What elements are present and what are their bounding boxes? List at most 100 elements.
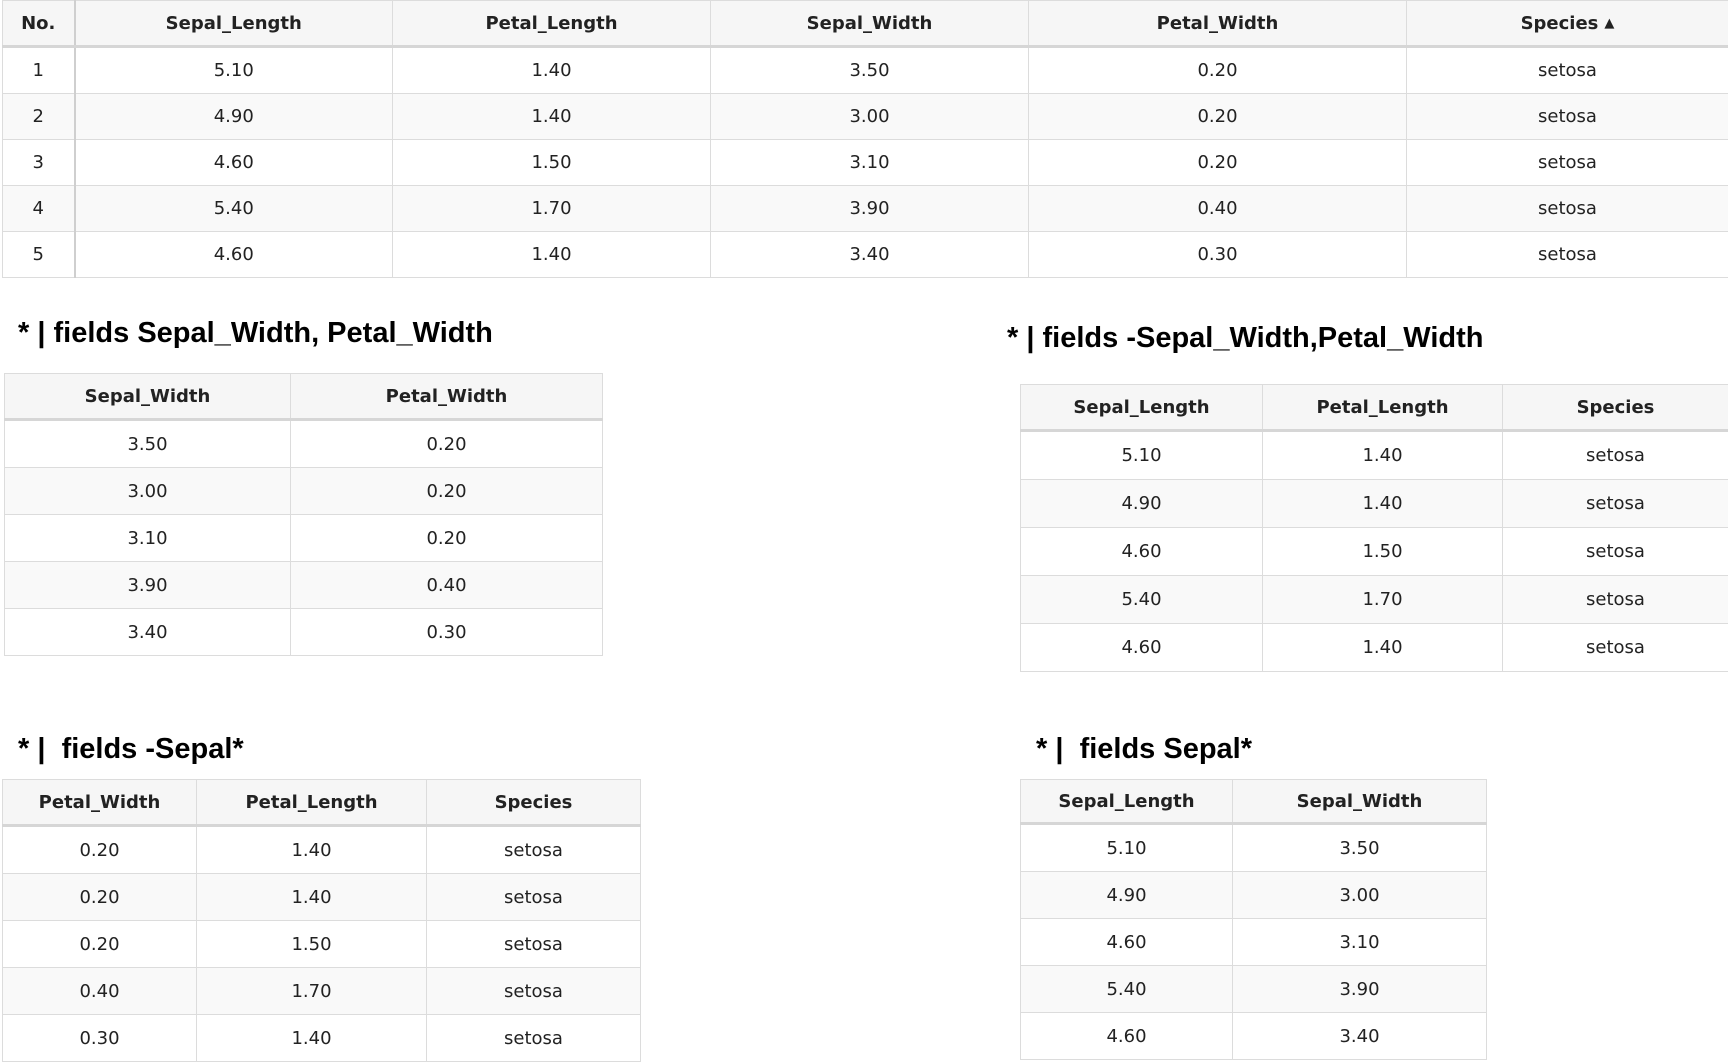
column-header-sepal-width[interactable]: Sepal_Width: [1233, 780, 1487, 824]
table-cell: 1: [3, 47, 75, 94]
table-cell: 4: [3, 186, 75, 232]
column-header-petal-length[interactable]: Petal_Length: [1263, 385, 1503, 431]
table-cell: 1.40: [1263, 480, 1503, 528]
table-row: 4 5.40 1.70 3.90 0.40 setosa: [3, 186, 1728, 232]
table-cell: setosa: [427, 1015, 641, 1062]
table-row: 1 5.10 1.40 3.50 0.20 setosa: [3, 47, 1728, 94]
table-header-row: Sepal_Length Sepal_Width: [1021, 780, 1487, 824]
column-header-petal-width[interactable]: Petal_Width: [1029, 1, 1407, 47]
table-cell: 3.40: [5, 609, 291, 656]
table-cell: setosa: [427, 921, 641, 968]
column-header-sepal-length[interactable]: Sepal_Length: [1021, 385, 1263, 431]
table-cell: 3: [3, 140, 75, 186]
column-header-species[interactable]: Species: [1503, 385, 1728, 431]
column-header-petal-length[interactable]: Petal_Length: [197, 780, 427, 826]
sort-ascending-icon[interactable]: ▲: [1604, 16, 1614, 31]
column-header-sepal-length[interactable]: Sepal_Length: [1021, 780, 1233, 824]
table-cell: 5.40: [75, 186, 393, 232]
table-cell: 1.40: [197, 826, 427, 874]
table-cell: 5.10: [75, 47, 393, 94]
table-cell: 1.40: [197, 1015, 427, 1062]
table-row: 2 4.90 1.40 3.00 0.20 setosa: [3, 94, 1728, 140]
table-cell: setosa: [1503, 576, 1728, 624]
table-cell: 3.90: [5, 562, 291, 609]
column-header-no[interactable]: No.: [3, 1, 75, 47]
table-cell: 4.90: [75, 94, 393, 140]
table-cell: setosa: [1407, 232, 1728, 278]
table-cell: setosa: [1503, 528, 1728, 576]
table-cell: setosa: [1503, 480, 1728, 528]
table-cell: 3.50: [1233, 824, 1487, 872]
table-cell: 0.20: [3, 874, 197, 921]
table-header-row: Sepal_Length Petal_Length Species: [1021, 385, 1728, 431]
table-cell: setosa: [427, 826, 641, 874]
section-title-fields-minus-sepal-width-petal-width: * | fields -Sepal_Width,Petal_Width: [1007, 322, 1484, 355]
table-cell: 1.40: [393, 47, 711, 94]
table-cell: 0.40: [3, 968, 197, 1015]
table-cell: 4.90: [1021, 480, 1263, 528]
table-cell: 1.40: [1263, 624, 1503, 672]
column-header-sepal-width[interactable]: Sepal_Width: [711, 1, 1029, 47]
table-row: 3 4.60 1.50 3.10 0.20 setosa: [3, 140, 1728, 186]
column-header-petal-length[interactable]: Petal_Length: [393, 1, 711, 47]
table-cell: 0.20: [3, 921, 197, 968]
column-header-petal-width[interactable]: Petal_Width: [3, 780, 197, 826]
table-cell: setosa: [1407, 47, 1728, 94]
table-cell: 3.00: [711, 94, 1029, 140]
table-cell: setosa: [1503, 624, 1728, 672]
table-cell: 0.20: [291, 420, 603, 468]
table-cell: 1.50: [393, 140, 711, 186]
table-row: 5 4.60 1.40 3.40 0.30 setosa: [3, 232, 1728, 278]
table-header-row: Petal_Width Petal_Length Species: [3, 780, 641, 826]
table-cell: 0.20: [1029, 94, 1407, 140]
table-cell: 1.70: [393, 186, 711, 232]
table-cell: 0.30: [291, 609, 603, 656]
table-cell: 1.40: [1263, 431, 1503, 480]
main-results-table: No. Sepal_Length Petal_Length Sepal_Widt…: [2, 0, 1728, 278]
table-cell: 0.30: [3, 1015, 197, 1062]
table-cell: 0.30: [1029, 232, 1407, 278]
table-cell: 1.70: [197, 968, 427, 1015]
table-cell: 3.40: [1233, 1013, 1487, 1060]
column-header-sepal-width[interactable]: Sepal_Width: [5, 374, 291, 420]
column-header-species-label: Species: [1521, 13, 1599, 34]
table-cell: 3.40: [711, 232, 1029, 278]
table-cell: 3.00: [1233, 872, 1487, 919]
section-title-fields-minus-sepal: * | fields -Sepal*: [18, 733, 244, 766]
table-cell: 2: [3, 94, 75, 140]
table-cell: setosa: [1503, 431, 1728, 480]
table-cell: setosa: [427, 874, 641, 921]
table-cell: 3.90: [711, 186, 1029, 232]
table-cell: 3.00: [5, 468, 291, 515]
table-cell: 5.40: [1021, 576, 1263, 624]
table-cell: 3.50: [5, 420, 291, 468]
section-title-fields-sepal: * | fields Sepal*: [1036, 733, 1252, 766]
table-cell: 4.60: [1021, 624, 1263, 672]
column-header-species[interactable]: Species ▲: [1407, 1, 1728, 47]
column-header-species[interactable]: Species: [427, 780, 641, 826]
column-header-sepal-length[interactable]: Sepal_Length: [75, 1, 393, 47]
table-cell: 0.20: [3, 826, 197, 874]
table-cell: 3.10: [1233, 919, 1487, 966]
section-title-fields-sepal-width-petal-width: * | fields Sepal_Width, Petal_Width: [18, 317, 493, 350]
table-cell: 4.60: [1021, 919, 1233, 966]
column-header-petal-width[interactable]: Petal_Width: [291, 374, 603, 420]
table-cell: 3.10: [711, 140, 1029, 186]
